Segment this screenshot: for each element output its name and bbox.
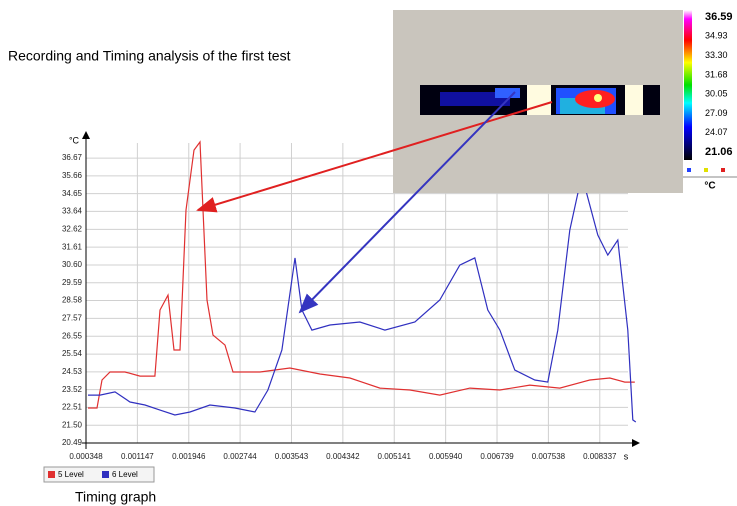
scale-label: 24.07 [705,127,728,137]
y-tick-label: 26.55 [62,331,83,340]
y-tick-label: 36.67 [62,153,83,162]
x-tick-label: 0.003543 [275,452,309,461]
legend: 5 Level 6 Level [44,467,154,482]
legend-label: 6 Level [112,470,138,479]
x-tick-label: 0.007538 [532,452,566,461]
legend-swatch [48,471,55,478]
y-tick-label: 31.61 [62,242,83,251]
x-tick-label: 0.002744 [223,452,257,461]
colorbar [684,10,692,160]
caption: Timing graph [75,489,156,505]
thermal-patch [625,85,643,115]
legend-dot [704,168,708,172]
figure: Recording and Timing analysis of the fir… [0,0,737,506]
y-tick-label: 20.49 [62,438,83,447]
y-tick-label: 27.57 [62,313,83,322]
x-tick-label: 0.006739 [480,452,514,461]
thermal-patch [527,85,551,115]
y-tick-label: 25.54 [62,349,83,358]
y-tick-label: 30.60 [62,260,83,269]
x-tick-label: 0.005940 [429,452,463,461]
heading: Recording and Timing analysis of the fir… [8,48,291,64]
legend-dot [687,168,691,172]
x-tick-label: 0.004342 [326,452,360,461]
y-tick-label: 29.59 [62,278,83,287]
scale-label: 31.68 [705,69,728,79]
scale-label: 30.05 [705,89,728,99]
scale-unit: °C [704,181,715,192]
series-line [88,175,636,422]
y-tick-label: 32.62 [62,224,83,233]
y-tick-label: 24.53 [62,367,83,376]
scale-label: 21.06 [705,146,733,158]
page: {"heading": "Recording and Timing analys… [0,0,737,506]
scale-label: 27.09 [705,108,728,118]
x-tick-label: 0.008337 [583,452,617,461]
y-tick-label: 28.58 [62,296,83,305]
y-tick-label: 23.52 [62,385,83,394]
y-unit: °C [69,135,80,145]
thermal-hotspot [594,94,602,102]
y-tick-label: 34.65 [62,189,83,198]
x-tick-label: 0.005141 [378,452,412,461]
y-tick-label: 33.64 [62,207,83,216]
legend-swatch [102,471,109,478]
scale-label: 33.30 [705,50,728,60]
scale-label: 36.59 [705,11,733,23]
y-tick-label: 21.50 [62,420,83,429]
legend-dot [721,168,725,172]
x-unit: s [624,451,629,461]
thermal-patch [495,88,520,98]
x-tick-label: 0.001946 [172,452,206,461]
x-tick-label: 0.001147 [121,452,154,461]
scale-label: 34.93 [705,31,728,41]
y-tick-label: 22.51 [62,403,83,412]
x-tick-label: 0.000348 [69,452,103,461]
y-tick-label: 35.66 [62,171,83,180]
legend-label: 5 Level [58,470,84,479]
